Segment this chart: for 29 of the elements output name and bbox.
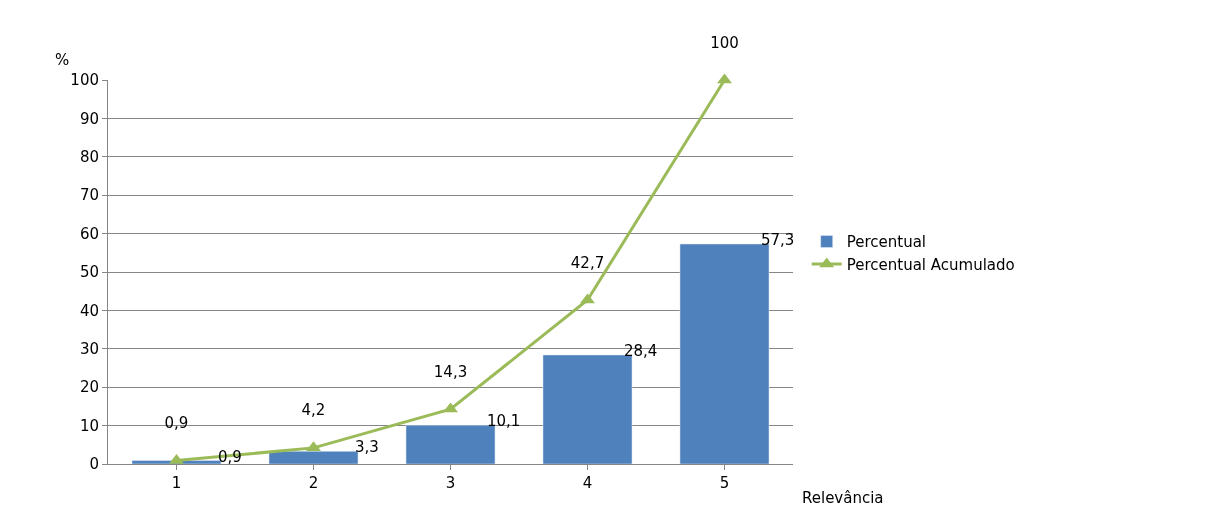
- y-tick-label: 70: [79, 186, 99, 205]
- data-label: 100: [710, 33, 739, 52]
- data-label: 14,3: [433, 362, 468, 381]
- legend-label: Percentual: [846, 233, 927, 252]
- y-tick-label: 20: [79, 378, 99, 397]
- data-label: 28,4: [624, 342, 658, 360]
- x-tick-label: 1: [171, 474, 182, 492]
- legend-label: Percentual Acumulado: [846, 255, 1015, 274]
- y-tick-label: 30: [79, 340, 99, 359]
- data-label: 3,3: [355, 438, 379, 456]
- y-tick-label: 10: [79, 416, 99, 435]
- y-tick-label: 50: [79, 263, 99, 282]
- data-label: 4,2: [301, 401, 326, 420]
- y-tick-label: 100: [70, 71, 99, 90]
- y-tick-label: 0: [89, 455, 99, 474]
- data-label: 57,3: [761, 231, 795, 249]
- y-axis-title: %: [55, 51, 70, 69]
- y-tick-label: 80: [79, 148, 99, 167]
- x-axis-title: Relevância: [802, 489, 884, 507]
- data-label: 10,1: [487, 412, 521, 430]
- y-tick-label: 90: [79, 109, 99, 128]
- y-tick-label: 40: [79, 301, 99, 320]
- x-tick-label: 5: [719, 474, 730, 492]
- x-tick-label: 4: [582, 474, 593, 492]
- data-label: 0,9: [164, 414, 189, 433]
- x-tick-label: 3: [445, 474, 456, 492]
- y-tick-label: 60: [79, 224, 99, 243]
- data-label: 42,7: [570, 253, 605, 272]
- x-tick-label: 2: [308, 474, 319, 492]
